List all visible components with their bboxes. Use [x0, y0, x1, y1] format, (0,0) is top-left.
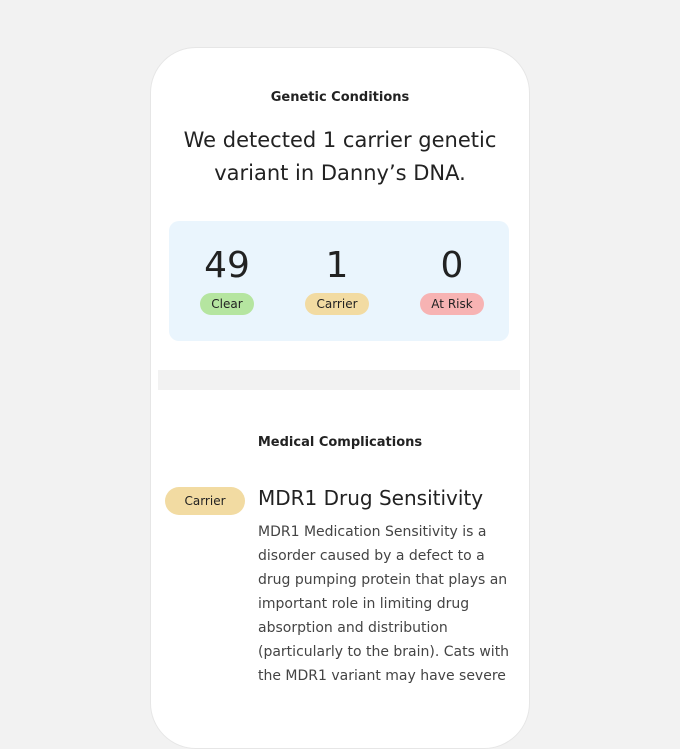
headline: We detected 1 carrier genetic variant in …	[151, 124, 529, 190]
description-line: disorder caused by a defect to a	[258, 548, 485, 564]
condition-name[interactable]: MDR1 Drug Sensitivity	[258, 486, 484, 510]
status-pill: Clear	[200, 293, 254, 315]
summary-item: 1 Carrier	[282, 243, 392, 315]
count: 1	[325, 245, 349, 286]
description-line: drug pumping protein that plays an	[258, 572, 508, 588]
summary-item: 0 At Risk	[397, 243, 507, 315]
description-line: (particularly to the brain). Cats with	[258, 644, 510, 660]
status-pill: At Risk	[420, 293, 484, 315]
count: 0	[440, 245, 464, 286]
summary-item: 49 Clear	[172, 243, 282, 315]
description-line: MDR1 Medication Sensitivity is a	[258, 524, 487, 540]
status-pill: Carrier	[305, 293, 369, 315]
headline-line: We detected 1 carrier genetic	[183, 128, 497, 152]
section-title: Medical Complications	[257, 435, 423, 450]
headline-line: variant in Danny’s DNA.	[214, 161, 466, 185]
summary-box: 49 Clear 1 Carrier 0 At Risk	[169, 221, 509, 341]
phone: Genetic Conditions We detected 1 carrier…	[150, 47, 530, 749]
description-line: absorption and distribution	[258, 620, 448, 636]
description: MDR1 Medication Sensitivity is a disorder…	[258, 520, 509, 688]
divider	[158, 370, 520, 390]
section-title: Genetic Conditions	[270, 90, 410, 105]
description-line: the MDR1 variant may have severe	[258, 668, 506, 684]
screen: Genetic Conditions We detected 1 carrier…	[150, 47, 530, 749]
description-line: important role in limiting drug	[258, 596, 470, 612]
status-badge: Carrier	[165, 487, 245, 515]
count: 49	[204, 245, 250, 286]
